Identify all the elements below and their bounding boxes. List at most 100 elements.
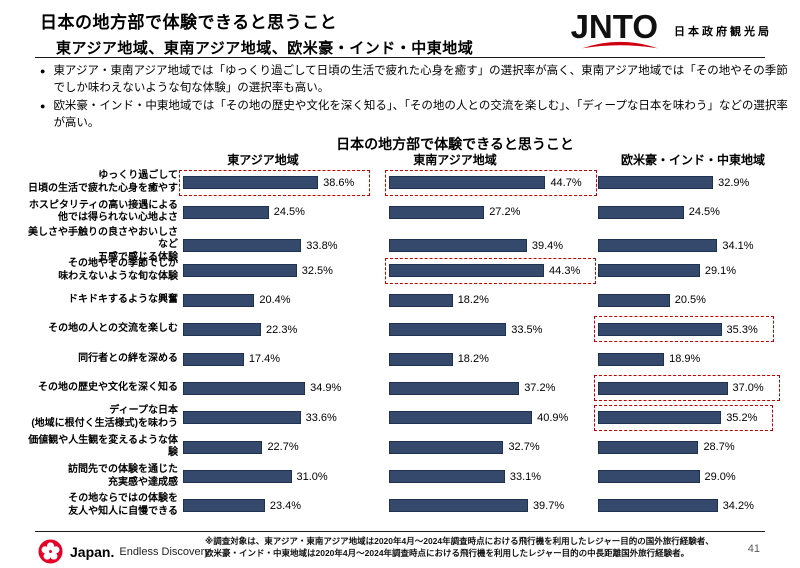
bar-cell: 32.9%: [598, 168, 793, 197]
bar-cell: 29.1%: [598, 256, 793, 285]
bullet-text: 東アジア・東南アジア地域では「ゆっくり過ごして日頃の生活で疲れた心身を癒す」の選…: [53, 65, 788, 94]
bar-cell: 24.5%: [598, 197, 793, 226]
bar: [389, 499, 528, 513]
highlight-box: [594, 316, 774, 343]
chart-row: 訪問先での体験を通じた 充実感や達成感 31.0% 33.1% 29.0%: [25, 462, 793, 491]
bar-value: 27.2%: [489, 206, 521, 219]
bar-value: 35.3%: [726, 323, 758, 336]
bar-cell: 44.3%: [385, 256, 598, 285]
bar: [183, 264, 297, 278]
chart-row: その地ならではの体験を 友人や知人に自慢できる 23.4% 39.7% 34.2%: [25, 491, 793, 520]
bar: [183, 323, 262, 337]
bar: [389, 411, 533, 425]
bar: [598, 470, 700, 484]
bar-cell: 44.7%: [385, 168, 598, 197]
bar: [183, 176, 319, 190]
highlight-box: [385, 257, 597, 284]
bar-cell: 37.2%: [389, 374, 598, 403]
jnto-wordmark: JNTO: [571, 10, 658, 49]
chart-column-headers: 東アジア地域 東南アジア地域 欧米豪・インド・中東地域: [25, 151, 793, 168]
category-label: ドキドキするような興奮: [68, 294, 178, 305]
category-label: その地の歴史や文化を深く知る: [38, 382, 178, 394]
bar: [598, 264, 700, 278]
bar: [389, 176, 546, 190]
chart-row: ディープな日本 (地域に根付く生活様式)を味わう 33.6% 40.9% 35.2%: [25, 403, 793, 432]
bar-cell: 17.4%: [183, 344, 389, 373]
bar-cell: 31.0%: [183, 462, 389, 491]
bullet-text: 欧米豪・インド・中東地域では「その地の歴史や文化を深く知る」、「その地の人との交…: [53, 100, 788, 130]
bar: [389, 440, 504, 454]
bar-cell: 37.0%: [594, 374, 793, 403]
survey-footnote: ※調査対象は、東アジア・東南アジア地域は2020年4月～2024年調査時点におけ…: [205, 536, 714, 558]
bar-cell: 34.9%: [183, 374, 389, 403]
bar-value: 37.0%: [732, 382, 764, 395]
chart-row: ドキドキするような興奮 20.4% 18.2% 20.5%: [25, 286, 793, 315]
jnto-org-name: 日本政府観光局: [674, 26, 772, 38]
bar-value: 35.2%: [726, 411, 758, 424]
bar-cell: 32.5%: [183, 256, 389, 285]
bar-value: 33.1%: [509, 470, 542, 483]
bar-value: 34.2%: [722, 499, 754, 512]
logo-text-japan: Japan.: [70, 543, 115, 560]
category-label: ディープな日本 (地域に根付く生活様式)を味わう: [31, 405, 178, 429]
category-label: その地やその季節でしか 味わえないような旬な体験: [58, 258, 178, 282]
category-label: その地の人との交流を楽しむ: [48, 323, 178, 335]
bullet-icon: ●: [40, 66, 46, 76]
jnto-logo: JNTO 日本政府観光局: [571, 10, 772, 49]
footer-divider: [35, 531, 765, 532]
logo-text-endless-discovery: Endless Discovery.: [119, 545, 213, 558]
bar: [598, 205, 684, 219]
bar-value: 28.7%: [703, 441, 735, 454]
chart-row: 美しさや手触りの良さやおいしさなど 五感で感じる体験 33.8% 39.4% 34.1%: [25, 227, 793, 263]
highlight-box: [179, 169, 371, 196]
bar-cell: 29.0%: [598, 462, 793, 491]
jnto-red-swoosh-icon: [581, 41, 658, 49]
page-number: 41: [747, 543, 760, 555]
bar-cell: 23.4%: [183, 491, 389, 520]
bar: [183, 352, 244, 366]
bar-cell: 34.2%: [598, 491, 793, 520]
bullet-item: ● 欧米豪・インド・中東地域では「その地の歴史や文化を深く知る」、「その地の人と…: [40, 98, 792, 131]
highlight-box: [594, 404, 774, 431]
column-header-east-asia: 東アジア地域: [227, 153, 299, 167]
category-label: その地ならではの体験を 友人や知人に自慢できる: [68, 493, 178, 517]
japan-endless-discovery-logo: Japan. Endless Discovery.: [38, 539, 212, 564]
bar: [598, 352, 665, 366]
bar-value: 34.1%: [722, 239, 754, 252]
bar: [183, 470, 292, 484]
summary-bullets: ● 東アジア・東南アジア地域では「ゆっくり過ごして日頃の生活で疲れた心身を癒す」…: [40, 63, 792, 134]
bar-value: 17.4%: [248, 353, 281, 366]
bar-value: 20.4%: [259, 294, 291, 307]
bar-cell: 33.1%: [389, 462, 598, 491]
bar-cell: 28.7%: [598, 433, 793, 462]
bullet-icon: ●: [40, 101, 46, 112]
bar-cell: 39.7%: [389, 491, 598, 520]
chart-row: その地の人との交流を楽しむ 22.3% 33.5% 35.3%: [25, 315, 793, 344]
slide-header: 日本の地方部で体験できると思うこと 東アジア地域、東南アジア地域、欧米豪・インド…: [40, 8, 765, 58]
chart-row: その地やその季節でしか 味わえないような旬な体験 32.5% 44.3% 29.1%: [25, 256, 793, 285]
bar-value: 20.5%: [674, 294, 706, 307]
chart-title: 日本の地方部で体験できると思うこと: [336, 136, 574, 152]
bar-value: 18.9%: [669, 353, 701, 366]
bar-cell: 39.4%: [389, 227, 598, 265]
bar: [389, 470, 505, 484]
bar-value: 39.4%: [531, 239, 564, 252]
bar-cell: 34.1%: [598, 227, 793, 265]
bar-cell: 40.9%: [389, 403, 598, 432]
bar-cell: 33.8%: [183, 227, 389, 265]
bar-value: 24.5%: [688, 206, 720, 219]
column-header-southeast-asia: 東南アジア地域: [413, 153, 497, 167]
column-header-west-india-mideast: 欧米豪・インド・中東地域: [620, 153, 765, 167]
bar-value: 44.3%: [549, 264, 581, 277]
bar-value: 39.7%: [532, 499, 565, 512]
bar-value: 33.5%: [511, 323, 543, 336]
bar-value: 24.5%: [273, 206, 305, 219]
highlight-box: [594, 375, 780, 402]
bar-value: 22.3%: [266, 323, 298, 336]
bar: [598, 323, 722, 337]
bar-cell: 20.5%: [598, 286, 793, 315]
bar-value: 32.7%: [508, 441, 540, 454]
bar-value: 33.6%: [305, 411, 337, 424]
bar-cell: 38.6%: [179, 168, 389, 197]
bar: [598, 176, 714, 190]
